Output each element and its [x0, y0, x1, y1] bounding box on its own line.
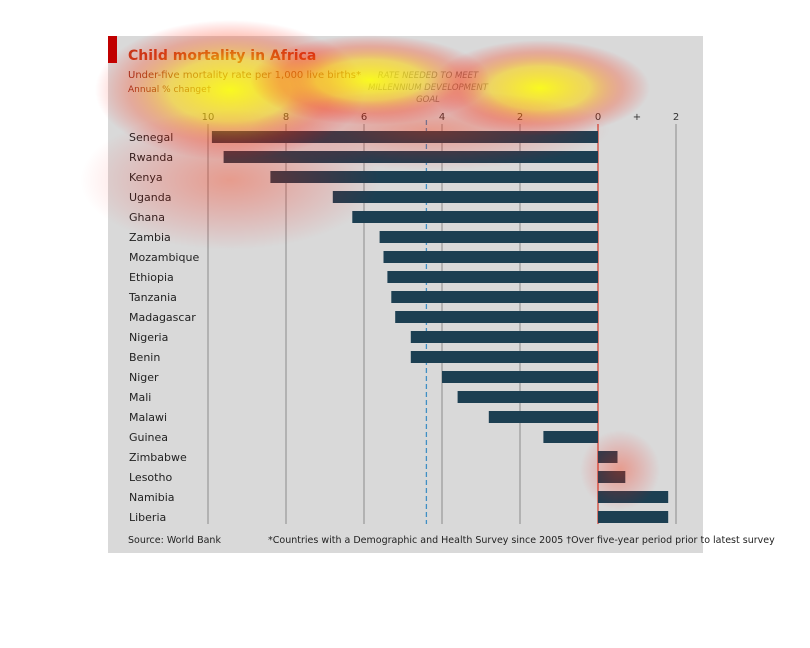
bar — [543, 431, 598, 443]
category-label: Guinea — [129, 431, 168, 444]
bar — [598, 491, 669, 503]
source-note: Source: World Bank — [128, 535, 221, 546]
bar — [387, 271, 598, 283]
bar — [223, 151, 598, 163]
x-tick-label: 8 — [283, 112, 289, 123]
bar — [488, 411, 598, 423]
bar — [352, 211, 598, 223]
x-tick-label: 4 — [439, 112, 445, 123]
bar — [410, 331, 598, 343]
category-label: Mozambique — [129, 251, 199, 264]
category-label: Kenya — [129, 171, 163, 184]
x-tick-label: 2 — [517, 112, 523, 123]
x-tick-label: 2 — [673, 112, 679, 123]
bar — [391, 291, 598, 303]
bar — [211, 131, 598, 143]
bar — [379, 231, 598, 243]
bar — [598, 451, 618, 463]
bar — [410, 351, 598, 363]
category-label: Lesotho — [129, 471, 172, 484]
category-label: Madagascar — [129, 311, 196, 324]
x-tick-label: 10 — [202, 112, 215, 123]
footnote: *Countries with a Demographic and Health… — [268, 535, 775, 546]
bar — [332, 191, 598, 203]
bar — [442, 371, 598, 383]
category-label: Rwanda — [129, 151, 173, 164]
bar — [395, 311, 598, 323]
category-label: Benin — [129, 351, 160, 364]
category-label: Ghana — [129, 211, 165, 224]
category-label: Senegal — [129, 131, 173, 144]
bar — [383, 251, 598, 263]
category-label: Zambia — [129, 231, 171, 244]
bar — [598, 471, 626, 483]
category-label: Tanzania — [128, 291, 177, 304]
x-tick-label: 0 — [595, 112, 601, 123]
category-label: Liberia — [129, 511, 166, 524]
category-label: Zimbabwe — [129, 451, 187, 464]
x-tick-label: 6 — [361, 112, 367, 123]
category-label: Nigeria — [129, 331, 168, 344]
category-label: Mali — [129, 391, 151, 404]
category-label: Namibia — [129, 491, 175, 504]
bar — [270, 171, 598, 183]
x-tick-label: + — [633, 112, 641, 123]
bar — [457, 391, 598, 403]
bar — [598, 511, 669, 523]
category-label: Ethiopia — [129, 271, 174, 284]
category-label: Malawi — [129, 411, 167, 424]
category-label: Niger — [129, 371, 159, 384]
category-label: Uganda — [129, 191, 171, 204]
